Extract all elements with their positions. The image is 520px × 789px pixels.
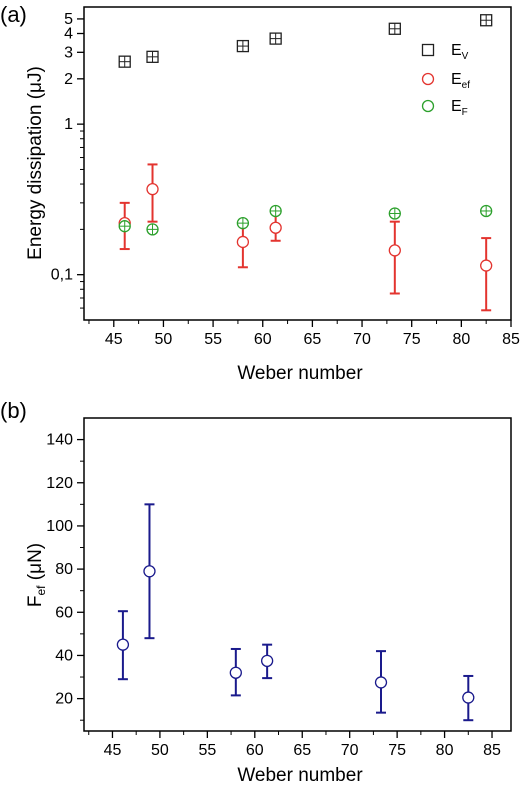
x-tick-label: 85 (483, 742, 501, 759)
y-tick-label: 3 (64, 44, 73, 61)
x-tick-label: 45 (104, 742, 122, 759)
panel-a-label: (a) (0, 2, 27, 27)
panel-a-y-axis-label: Energy dissipation (μJ) (25, 66, 46, 260)
panel-b-force: (b) 45 50 55 60 65 70 75 80 85 20 40 60 80 100 120 140… (0, 398, 512, 786)
y-tick-label: 0,1 (51, 267, 73, 284)
panel-a-plot-frame (83, 6, 512, 321)
panel-b-plot-frame (83, 417, 512, 732)
panel-b-data-marks (116, 503, 475, 722)
x-tick-label: 70 (353, 331, 371, 348)
x-tick-label: 75 (403, 331, 421, 348)
legend-label-ev: EV (451, 42, 469, 62)
y-tick-label: 80 (55, 561, 73, 578)
legend-marker-V (421, 43, 435, 57)
point-ef (146, 182, 159, 196)
x-tick-label: 80 (436, 742, 454, 759)
y-tick-label: 40 (55, 647, 73, 664)
panel-a-legend: EV Eef EF (421, 42, 470, 118)
point-fef (143, 565, 156, 578)
x-tick-label: 55 (204, 331, 222, 348)
y-tick-label: 60 (55, 604, 73, 621)
x-tick-label: 60 (246, 742, 264, 759)
legend-label-eef: Eef (451, 71, 470, 91)
panel-a-data-marks (118, 14, 493, 312)
point-fef (229, 666, 242, 679)
x-tick-label: 65 (303, 331, 321, 348)
y-tick-label: 140 (46, 432, 73, 449)
point-ef (236, 235, 250, 249)
point-fef (374, 676, 388, 689)
x-tick-label: 75 (388, 742, 406, 759)
x-tick-label: 45 (105, 331, 123, 348)
y-tick-label: 1 (64, 116, 73, 133)
point-fef (260, 654, 274, 667)
point-ef (388, 244, 401, 257)
panel-a-x-axis-label: Weber number (237, 363, 363, 384)
x-tick-label: 85 (502, 331, 520, 348)
x-tick-label: 50 (151, 742, 169, 759)
y-tick-label: 5 (64, 11, 73, 28)
panel-b-x-ticks: 45 50 55 60 65 70 75 80 85 (88, 731, 501, 759)
x-tick-label: 65 (293, 742, 311, 759)
x-tick-label: 50 (155, 331, 173, 348)
point-ef (480, 259, 493, 272)
panel-a-x-ticks: 45 50 55 60 65 70 75 80 85 (88, 320, 520, 348)
point-ef (269, 221, 282, 234)
panel-b-label: (b) (0, 398, 27, 423)
legend-markers (421, 43, 435, 113)
y-tick-label: 4 (64, 26, 73, 43)
y-tick-label: 2 (64, 71, 73, 88)
x-tick-label: 80 (452, 331, 470, 348)
point-fef (116, 638, 130, 651)
legend-label-ef: EF (451, 98, 468, 118)
y-tick-label: 120 (46, 475, 73, 492)
x-tick-label: 70 (341, 742, 359, 759)
panel-b-x-axis-label: Weber number (237, 765, 363, 786)
panel-a-y-ticks: 0,1 1 2 345 (51, 11, 84, 309)
y-tick-label: 20 (55, 691, 73, 708)
x-tick-label: 60 (254, 331, 272, 348)
panel-b-y-axis-label: Fef (μN) (25, 543, 48, 607)
x-tick-label: 55 (198, 742, 216, 759)
y-tick-label: 100 (46, 518, 73, 535)
legend-marker-F (421, 99, 435, 113)
panel-b-y-ticks: 20 40 60 80 100 120 140 (46, 432, 84, 721)
legend-marker-ef (421, 72, 435, 86)
point-fef (462, 691, 475, 704)
